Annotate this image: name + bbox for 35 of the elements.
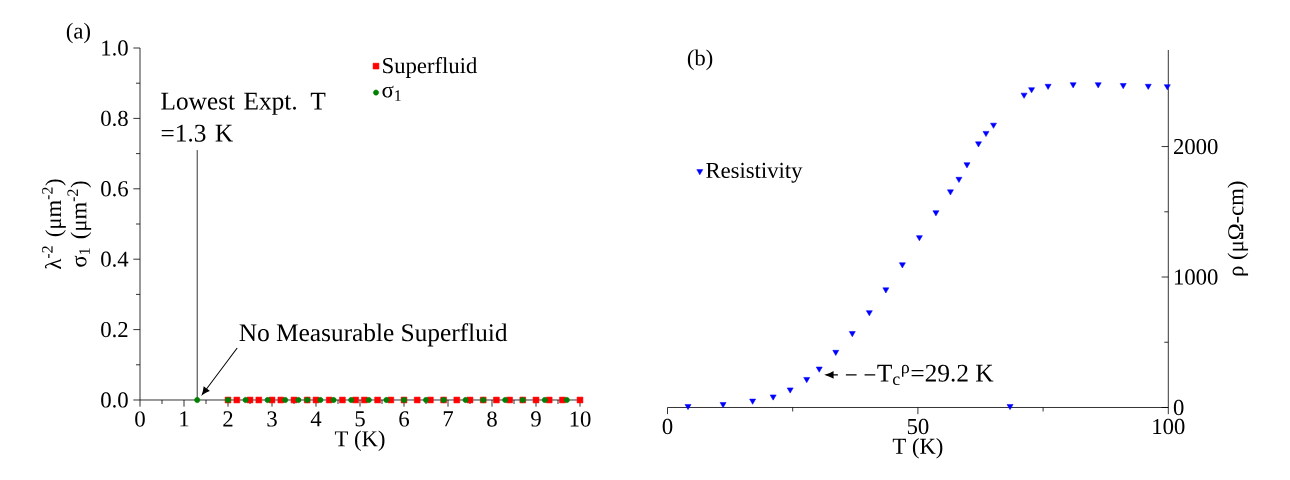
y-tick-label: 0.6 [101, 181, 128, 197]
text: λ$^{-2}$ (μm$^{-2}$) σ$_{1}$ (μm$^{-2}$) [42, 179, 92, 269]
x-tick-label: 0 [662, 418, 673, 435]
y-axis-title: ρ (μΩ-cm) [1227, 181, 1249, 276]
x-tick-label: 7 [443, 411, 454, 427]
y-tick-label: 0 [1173, 399, 1184, 416]
x-tick-label: 50 [907, 418, 929, 435]
x-tick-label: 8 [487, 411, 497, 427]
x-axis-title: T (K) [892, 437, 943, 459]
legend-label: σ$_{1}$ [382, 85, 401, 101]
x-tick-label: 10 [570, 411, 591, 427]
y-tick-label: 0.4 [101, 251, 129, 267]
x-tick-label: 100 [1153, 418, 1185, 435]
x-tick-label: 2 [223, 411, 233, 427]
legend-label: Resistivity [706, 162, 803, 183]
x-tick-label: 0 [135, 411, 145, 427]
x-tick-label: 6 [399, 411, 409, 427]
x-tick-label: 9 [531, 411, 541, 427]
y-tick-label: 0.2 [101, 321, 128, 338]
annotation: No Measurable Superfluid [239, 323, 508, 347]
x-tick-label: 1 [180, 411, 189, 427]
y-tick-label: 2000 [1174, 138, 1218, 155]
chart-title: (b) [687, 49, 713, 71]
annotation: T$_{c}$$^{ρ}$=29.2 K [877, 364, 994, 386]
y-tick-label: 0.0 [101, 392, 128, 408]
y-tick-label: 1000 [1174, 269, 1218, 285]
x-tick-label: 4 [310, 411, 322, 427]
x-axis-title: T (K) [334, 430, 385, 452]
x-tick-label: 5 [355, 411, 365, 427]
chart-title: (a) [66, 22, 90, 44]
legend-label: Superfluid [383, 57, 478, 78]
y-tick-label: 0.8 [101, 110, 128, 127]
y-tick-label: 1.0 [102, 40, 128, 56]
x-tick-label: 3 [267, 411, 277, 427]
ref-line-label: Lowest Expt. T =1.3 K [161, 92, 326, 142]
